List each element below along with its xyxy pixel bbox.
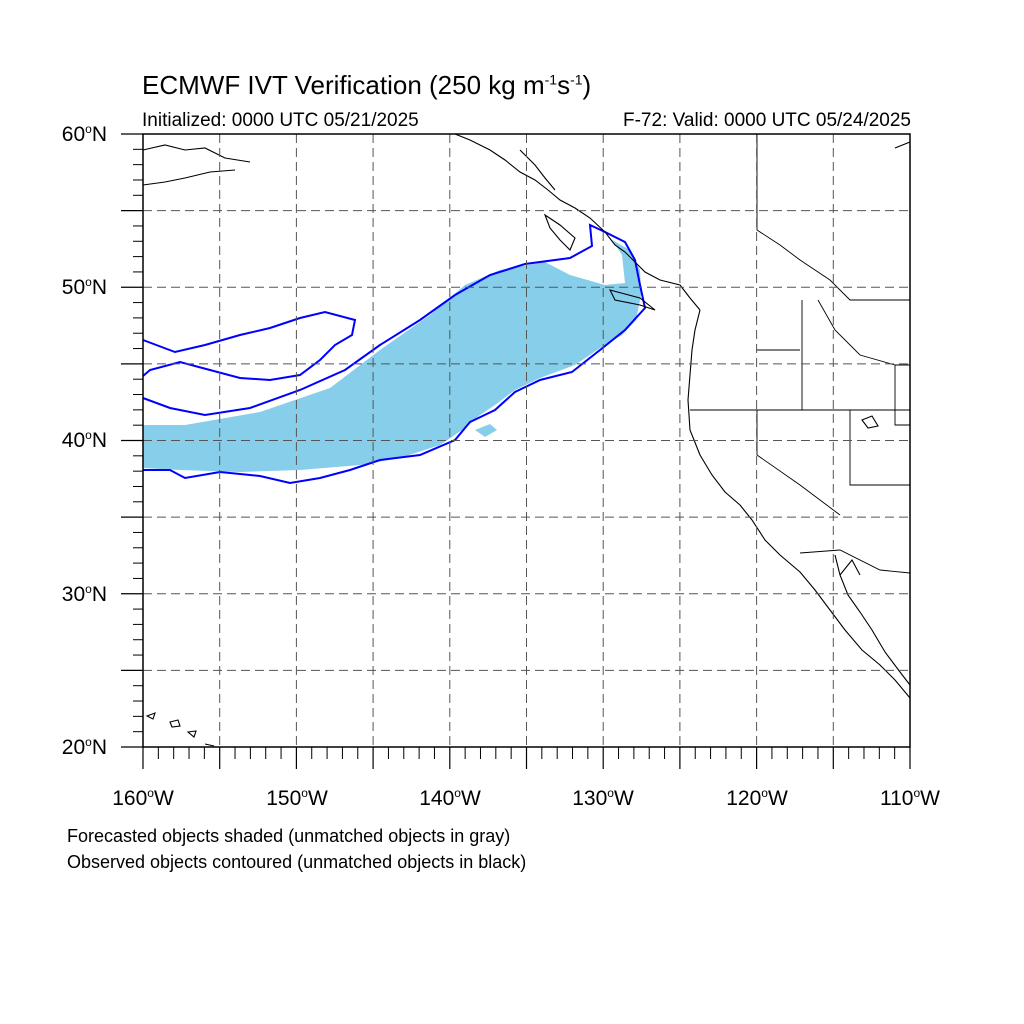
coastlines	[142, 133, 911, 747]
valid-time: F-72: Valid: 0000 UTC 05/24/2025	[623, 110, 911, 131]
lon-label-150w: 150oW	[266, 786, 328, 810]
forecast-ivt-object-small	[475, 424, 497, 437]
lon-label-140w: 140oW	[419, 786, 481, 810]
lat-label-30: 30oN	[61, 582, 107, 606]
observed-ivt-object	[142, 223, 647, 485]
initialized-time: Initialized: 0000 UTC 05/21/2025	[142, 110, 419, 131]
forecast-ivt-object	[143, 240, 641, 472]
lon-label-110w: 110oW	[880, 786, 940, 810]
lat-label-40: 40oN	[61, 428, 107, 452]
lat-label-50: 50oN	[61, 275, 107, 299]
lon-label-160w: 160oW	[112, 786, 174, 810]
lat-label-60: 60oN	[61, 122, 107, 146]
chart-title: ECMWF IVT Verification (250 kg m-1s-1)	[142, 70, 592, 100]
observed-ivt-object-north	[142, 310, 357, 382]
legend-note-observed: Observed objects contoured (unmatched ob…	[67, 852, 527, 872]
lon-label-130w: 130oW	[572, 786, 634, 810]
legend-note-forecast: Forecasted objects shaded (unmatched obj…	[67, 826, 511, 846]
lat-label-20: 20oN	[61, 735, 107, 759]
map-frame	[142, 133, 911, 748]
lon-label-120w: 120oW	[726, 786, 788, 810]
